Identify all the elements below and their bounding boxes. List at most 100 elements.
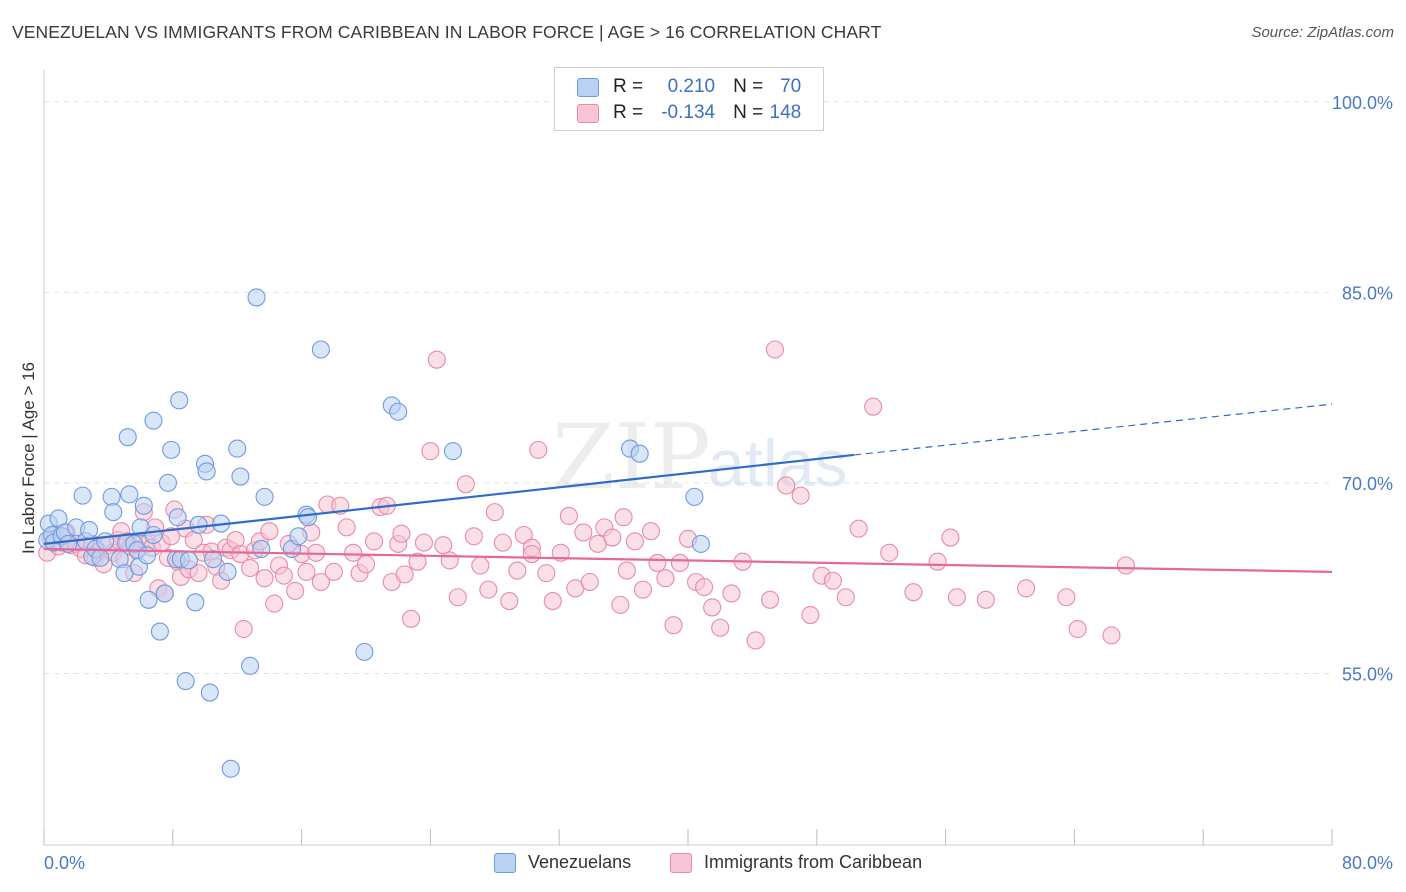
caribbean-point	[189, 564, 208, 583]
venezuelan-point	[59, 534, 78, 553]
caribbean-point	[765, 340, 784, 359]
venezuelan-point	[241, 656, 260, 675]
caribbean-point	[664, 616, 683, 635]
venezuelan-point	[252, 539, 271, 559]
caribbean-point	[648, 553, 667, 573]
caribbean-point	[633, 580, 652, 599]
legend-r-label: R =	[613, 76, 644, 97]
series-swatch-pink	[670, 852, 692, 873]
venezuelan-point	[104, 503, 123, 522]
venezuelan-point	[73, 486, 92, 505]
caribbean-point	[324, 562, 343, 581]
y-tick-labels: 55.0% 70.0% 85.0% 100.0%	[1332, 93, 1393, 685]
venezuelan-point	[247, 288, 266, 307]
y-tick-label: 55.0%	[1342, 664, 1393, 684]
caribbean-point	[479, 580, 498, 599]
caribbean-point	[695, 578, 714, 597]
series-label-caribbean: Immigrants from Caribbean	[704, 852, 923, 872]
correlation-legend: R = 0.210 N = 70 R = -0.134 N = 148	[554, 67, 824, 131]
venezuelan-point	[168, 508, 187, 527]
caribbean-point	[529, 440, 548, 459]
caribbean-point	[761, 590, 780, 609]
venezuelan-point	[200, 683, 219, 702]
venezuelan-point	[298, 508, 318, 527]
caribbean-point	[297, 562, 316, 581]
caribbean-point	[722, 584, 741, 603]
caribbean-trend-line	[43, 547, 1333, 573]
caribbean-point	[364, 532, 384, 551]
legend-r-label: R =	[613, 102, 644, 123]
caribbean-point	[836, 588, 855, 607]
series-swatch-blue	[494, 852, 516, 873]
y-tick-label: 100.0%	[1332, 93, 1393, 113]
y-tick-label: 70.0%	[1342, 474, 1393, 494]
series-legend-venezuelans: Venezuelans	[494, 852, 631, 873]
y-axis-title: In Labor Force | Age > 16	[19, 362, 38, 554]
caribbean-point	[543, 592, 562, 611]
caribbean-point	[260, 522, 279, 541]
caribbean-point	[617, 561, 636, 580]
venezuelan-point	[134, 496, 153, 515]
caribbean-point	[427, 350, 446, 369]
caribbean-point	[234, 619, 253, 639]
venezuelan-trend-extension	[853, 403, 1333, 456]
caribbean-point	[559, 506, 578, 525]
caribbean-point	[392, 524, 411, 543]
venezuelan-point	[685, 487, 704, 506]
caribbean-point	[703, 598, 722, 617]
caribbean-point	[493, 533, 512, 552]
x-tick-label-max: 80.0%	[1342, 853, 1393, 873]
caribbean-point	[402, 609, 421, 628]
source-label: Source: ZipAtlas.com	[1251, 24, 1394, 41]
venezuelan-point	[155, 584, 174, 603]
venezuelan-point	[231, 467, 250, 486]
series-legend: Venezuelans Immigrants from Caribbean	[0, 852, 1406, 876]
caribbean-point	[849, 519, 868, 538]
venezuelan-point	[176, 672, 195, 691]
caribbean-point	[711, 618, 730, 637]
venezuelan-point	[80, 520, 99, 539]
caribbean-point	[408, 552, 427, 571]
caribbean-point	[537, 564, 556, 583]
venezuelan-point	[189, 515, 208, 534]
legend-swatch-blue	[577, 77, 599, 97]
caribbean-point	[395, 565, 414, 584]
caribbean-point	[611, 595, 630, 614]
caribbean-point	[311, 572, 330, 592]
venezuelan-point	[255, 487, 274, 506]
venezuelan-point	[179, 551, 198, 570]
caribbean-point	[344, 543, 363, 562]
caribbean-point	[162, 527, 181, 546]
legend-r-value: -0.134	[661, 102, 716, 123]
venezuelan-point	[102, 487, 121, 506]
caribbean-point	[356, 555, 376, 574]
venezuelan-points	[38, 288, 710, 778]
caribbean-point	[337, 518, 356, 537]
caribbean-point	[255, 569, 274, 588]
venezuelan-point	[139, 590, 158, 609]
caribbean-point	[864, 397, 883, 416]
venezuelan-point	[150, 622, 169, 641]
caribbean-point	[414, 533, 434, 552]
caribbean-point	[1017, 579, 1036, 598]
caribbean-point	[241, 558, 260, 578]
legend-n-label: N =	[733, 102, 764, 123]
caribbean-point	[265, 594, 284, 613]
venezuelan-point	[137, 546, 157, 565]
caribbean-point	[641, 522, 661, 541]
venezuelan-point	[218, 562, 237, 581]
caribbean-point	[471, 556, 490, 575]
caribbean-point	[1068, 619, 1087, 639]
caribbean-point	[670, 553, 690, 573]
venezuelan-point	[91, 548, 110, 567]
venezuelan-point	[144, 411, 163, 430]
venezuelan-point	[186, 593, 205, 612]
caribbean-point	[746, 631, 765, 650]
caribbean-point	[448, 588, 467, 607]
caribbean-point	[947, 588, 966, 607]
caribbean-point	[508, 561, 527, 580]
caribbean-point	[941, 528, 960, 547]
legend-n-label: N =	[733, 76, 764, 97]
venezuelan-point	[170, 391, 189, 410]
